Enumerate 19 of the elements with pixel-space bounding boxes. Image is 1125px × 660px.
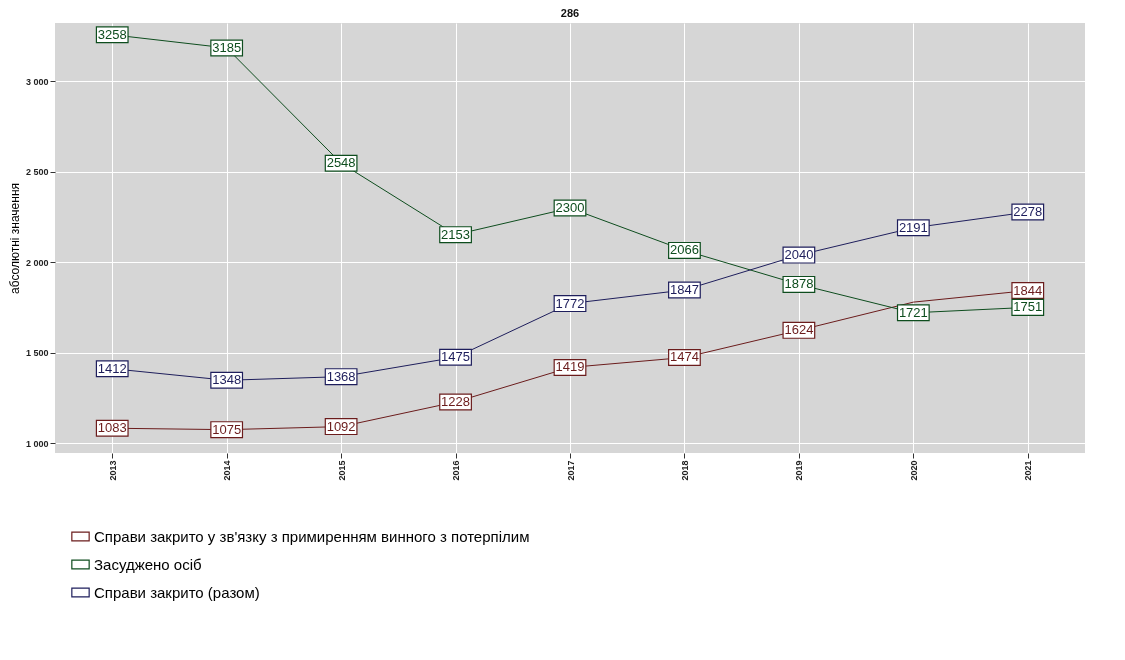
y-tick-label: 1 500: [25, 348, 49, 359]
y-tick-label: 2 500: [25, 167, 49, 178]
chart-title: 286: [560, 7, 580, 19]
x-tick-label: 2020: [908, 460, 919, 481]
legend-label: Справи закрито (разом): [94, 583, 260, 601]
x-tick-label: 2021: [1023, 460, 1034, 481]
x-tick-label: 2017: [565, 460, 576, 481]
x-tick-label: 2015: [336, 460, 347, 481]
x-tick-label: 2014: [222, 460, 233, 481]
x-tick-label: 2018: [679, 460, 690, 481]
x-tick-label: 2013: [107, 460, 118, 481]
x-tick-label: 2019: [794, 460, 805, 481]
y-tick-label: 2 000: [25, 257, 49, 268]
legend-label: Засуджено осіб: [94, 555, 202, 573]
y-tick-label: 3 000: [25, 76, 49, 87]
y-tick-label: 1 000: [25, 438, 49, 449]
legend-label: Справи закрито у зв'язку з примиренням винного з потерпілим: [94, 527, 530, 545]
x-tick-label: 2016: [451, 460, 462, 481]
y-axis-title: абсолютні значення: [7, 182, 22, 295]
